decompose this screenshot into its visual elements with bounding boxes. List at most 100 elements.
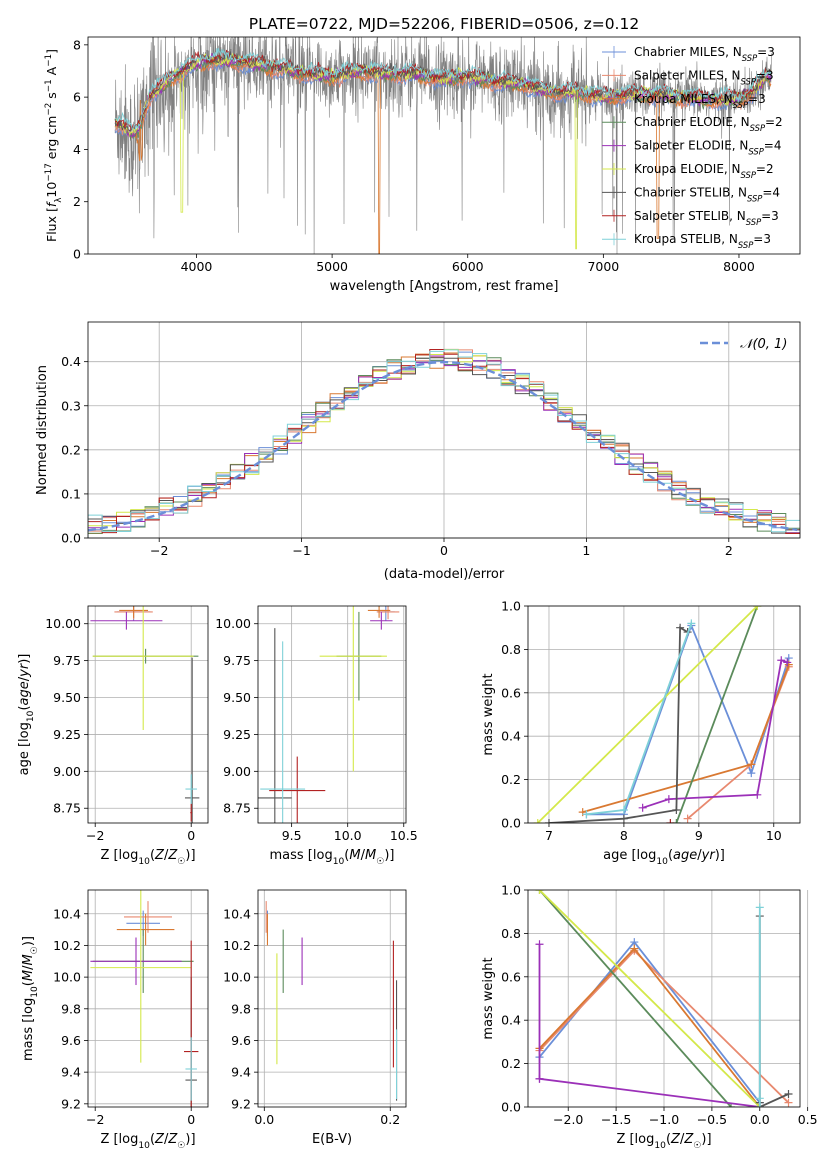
y-tick-label: 10.0	[53, 970, 81, 985]
x-tick-label: −1.0	[649, 1112, 679, 1127]
plot-area	[258, 606, 400, 823]
spectrum-legend: Chabrier MILES, NSSP=3 Salpeter MILES, NS…	[602, 45, 783, 250]
spectrum-panel: 4000 5000 6000 7000 8000 0 2 4 6 8 wavelength [Ang…	[44, 36, 801, 294]
error-bar-point	[260, 641, 306, 823]
mass-weight-marker	[578, 808, 587, 817]
error-bar-point	[367, 606, 391, 618]
y-tick-label: 10.00	[45, 616, 81, 631]
plot-area	[114, 37, 772, 254]
y-tick-label: 0.0	[61, 531, 81, 546]
mass-weight-marker	[753, 790, 762, 799]
legend-label: Chabrier STELIB, NSSP=4	[634, 185, 780, 203]
y-tick-label: 9.25	[223, 727, 251, 742]
y-axis-label: Flux [fλ10−17 erg cm−2 s−1 A−1]	[44, 49, 64, 242]
mass-weight-marker	[727, 1103, 736, 1107]
y-tick-label: 9.8	[231, 1001, 251, 1016]
mass-weight-marker	[666, 819, 675, 823]
y-tick-label: 6	[73, 90, 81, 105]
error-bar-point	[90, 890, 192, 1063]
plot-area	[88, 348, 800, 538]
y-tick-label: 0.2	[61, 442, 81, 457]
x-tick-label: 7000	[587, 259, 619, 274]
mass_vs_Z-panel: −2 0 9.2 9.4 9.6 9.8 10.0 10.2 10.4 Z [log10(Z/Z☉…	[21, 889, 209, 1151]
y-tick-label: 0	[73, 247, 81, 262]
y-tick-label: 2	[73, 194, 81, 209]
y-tick-label: 9.75	[223, 653, 251, 668]
residual-histogram	[88, 349, 800, 538]
mass-weight-marker	[755, 1094, 764, 1103]
y-tick-label: 9.00	[53, 764, 81, 779]
plot-area	[535, 890, 793, 1107]
x-axis-label: Z [log10(Z/Z☉)]	[616, 1132, 711, 1151]
mass-weight-marker	[535, 890, 544, 894]
x-tick-label: 9	[695, 828, 703, 843]
plot-area	[90, 890, 199, 1107]
plot-area	[265, 901, 398, 1101]
y-tick-label: 9.25	[53, 727, 81, 742]
y-tick-label: 10.4	[53, 906, 81, 921]
residuals-panel: −2 −1 0 1 2 0.0 0.1 0.2 0.3 0.4 (data-model)/error…	[35, 321, 801, 582]
axes-frame	[527, 889, 801, 1108]
error-bar-point	[184, 657, 200, 823]
x-axis-label: age [log10(age/yr)]	[603, 848, 725, 867]
mass-weight-marker	[535, 1074, 544, 1083]
legend-label: Chabrier MILES, NSSP=3	[634, 45, 775, 63]
y-tick-label: 10.2	[223, 938, 251, 953]
x-tick-label: 0.5	[798, 1112, 818, 1127]
y-tick-label: 9.4	[231, 1065, 251, 1080]
x-tick-label: 0	[187, 828, 195, 843]
legend-label: Kroupa STELIB, NSSP=3	[634, 232, 771, 250]
axes-frame	[87, 36, 801, 255]
legend-label: Chabrier ELODIE, NSSP=2	[634, 115, 783, 133]
y-tick-label: 9.75	[53, 653, 81, 668]
x-tick-label: 0.0	[254, 1112, 274, 1127]
x-tick-label: 2	[725, 543, 733, 558]
axes-frame	[87, 889, 209, 1108]
model-spectrum-line	[114, 52, 772, 250]
x-tick-label: 5000	[316, 259, 348, 274]
y-tick-label: 9.2	[61, 1096, 81, 1111]
mass-weight-marker	[672, 819, 681, 823]
y-tick-label: 0.8	[501, 642, 521, 657]
error-bar-point	[90, 611, 163, 630]
mass-weight-marker	[544, 819, 553, 823]
y-tick-label: 10.4	[223, 906, 251, 921]
error-bar-point	[92, 606, 194, 730]
plot-area	[533, 606, 793, 823]
x-tick-label: −0.5	[697, 1112, 727, 1127]
error-bar-point	[319, 606, 387, 772]
mass-weight-marker	[533, 819, 542, 823]
y-tick-label: 1.0	[501, 883, 521, 898]
y-tick-label: 9.6	[61, 1033, 81, 1048]
mass_weight_vs_Z-panel: −2.0 −1.5 −1.0 −0.5 0.0 0.5 0.0 0.2 0.4 0.6 0.8 1.0…	[481, 883, 818, 1152]
y-tick-label: 4	[73, 142, 81, 157]
y-tick-label: 0.0	[501, 1100, 521, 1115]
legend-label: Salpeter MILES, NSSP=3	[634, 68, 774, 86]
x-tick-label: 8	[620, 828, 628, 843]
error-bar-point	[185, 774, 197, 804]
y-tick-label: 0.4	[501, 1013, 521, 1028]
x-tick-label: 0.2	[380, 1112, 400, 1127]
y-tick-label: 10.0	[223, 970, 251, 985]
x-tick-label: 0.0	[750, 1112, 770, 1127]
y-tick-label: 0.6	[501, 685, 521, 700]
mass-weight-marker	[630, 944, 639, 953]
y-tick-label: 0.4	[61, 354, 81, 369]
axes-frame	[257, 889, 407, 1108]
y-tick-label: 9.4	[61, 1065, 81, 1080]
mass_weight_vs_age-panel: 7 8 9 10 0.0 0.2 0.4 0.6 0.8 1.0 age [log10(age/yr…	[481, 599, 801, 867]
y-axis-label: mass weight	[481, 957, 496, 1039]
x-tick-label: 1	[582, 543, 590, 558]
x-axis-label: mass [log10(M/M☉)]	[270, 848, 395, 867]
mass-weight-marker	[747, 760, 756, 769]
error-bar-point	[269, 756, 326, 823]
y-tick-label: 0.1	[61, 486, 81, 501]
legend-label: Salpeter STELIB, NSSP=3	[634, 209, 779, 227]
error-bar-point	[185, 1037, 197, 1101]
y-tick-label: 9.6	[231, 1033, 251, 1048]
mass_vs_ebv-panel: 0.0 0.2 9.2 9.4 9.6 9.8 10.0 10.2 10.4 E(B-V)	[223, 889, 407, 1147]
x-axis-label: (data-model)/error	[384, 567, 505, 582]
x-tick-label: 10	[766, 828, 782, 843]
x-tick-label: 8000	[723, 259, 755, 274]
